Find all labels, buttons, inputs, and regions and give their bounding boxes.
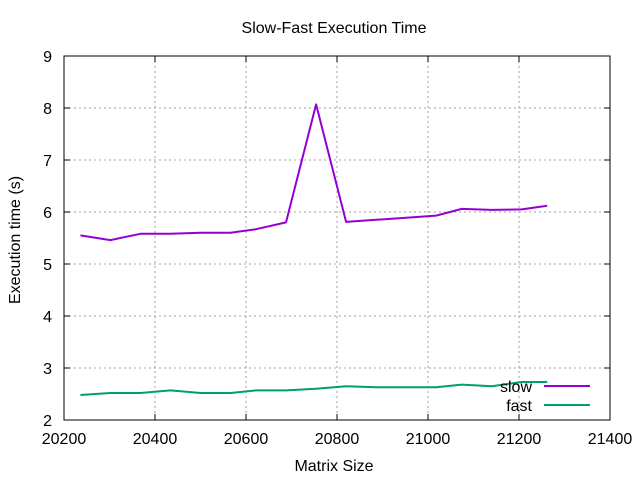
y-tick-label: 4 [43,309,52,326]
y-tick-label: 3 [43,361,52,378]
series-layer [80,103,548,396]
legend-label-fast: fast [506,398,532,415]
x-tick-label: 21400 [588,431,633,448]
x-tick-label: 20800 [315,431,360,448]
grid-layer [64,56,610,420]
y-tick-label: 5 [43,257,52,274]
x-tick-label: 20600 [224,431,269,448]
series-line-slow [80,103,548,242]
x-tick-label: 20200 [42,431,87,448]
y-tick-label: 9 [43,49,52,66]
y-tick-label: 6 [43,205,52,222]
y-tick-label: 8 [43,101,52,118]
series-line-fast [80,381,548,396]
x-tick-label: 20400 [133,431,178,448]
y-axis-label: Execution time (s) [7,176,24,304]
y-tick-label: 2 [43,413,52,430]
tick-layer: 20200 20400 20600 20800 21000 21200 21400 2 3 4 5 6… [42,49,633,448]
y-tick-label: 7 [43,153,52,170]
x-tick-label: 21200 [497,431,542,448]
x-axis-label: Matrix Size [294,458,373,475]
legend-label-slow: slow [500,379,532,396]
chart-title: Slow-Fast Execution Time [242,20,427,37]
x-tick-label: 21000 [406,431,451,448]
legend: slow fast [500,379,590,415]
